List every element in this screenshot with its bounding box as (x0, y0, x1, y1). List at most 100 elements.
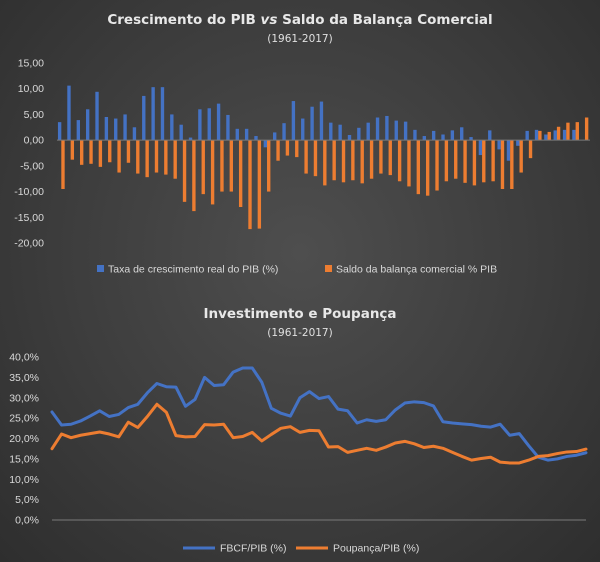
bar-pib-growth (95, 91, 99, 141)
bar-trade-balance (463, 140, 467, 183)
y-tick-label: 40,0% (9, 352, 39, 364)
bar-trade-balance (397, 140, 402, 182)
legend-growth-swatch (97, 265, 104, 272)
bar-trade-balance (285, 140, 290, 156)
bar-trade-balance (108, 140, 112, 163)
y-tick-label: 15,00 (18, 58, 44, 70)
bar-trade-balance (276, 140, 280, 161)
bar-trade-balance (472, 140, 477, 186)
bar-trade-balance (500, 140, 505, 189)
y-tick-label: 20,0% (9, 433, 39, 445)
bar-pib-growth (460, 127, 464, 141)
bar-pib-growth (497, 140, 501, 150)
bar-pib-growth (235, 128, 239, 141)
bar-pib-growth (151, 87, 155, 141)
bar-trade-balance (556, 126, 561, 141)
bar-pib-growth (85, 109, 90, 141)
y-tick-label: 10,00 (18, 83, 44, 95)
bar-trade-balance (173, 140, 177, 179)
bar-pib-growth (375, 117, 380, 141)
legend-trade-label: Saldo da balança comercial % PIB (336, 264, 497, 276)
bar-trade-balance (369, 140, 374, 179)
bar-pib-growth (347, 135, 352, 141)
bar-pib-growth (562, 129, 567, 141)
bar-pib-growth (385, 115, 389, 141)
chart1-subtitle: (1961-2017) (267, 33, 332, 45)
y-tick-label: 5,00 (24, 109, 45, 121)
bar-trade-balance (444, 140, 449, 182)
bar-pib-growth (516, 140, 520, 146)
bar-trade-balance (136, 140, 140, 174)
bar-pib-growth (431, 130, 436, 141)
y-tick-label: -10,00 (14, 186, 44, 198)
bar-trade-balance (482, 140, 486, 183)
bar-pib-growth (553, 130, 557, 141)
bar-pib-growth (263, 140, 268, 148)
bar-pib-growth (216, 103, 221, 141)
bar-pib-growth (450, 130, 455, 141)
y-tick-label: -5,00 (20, 160, 44, 172)
bar-pib-growth (506, 140, 511, 161)
bar-trade-balance (117, 140, 121, 173)
legend-poupanca-label: Poupança/PIB (%) (333, 543, 419, 555)
bar-pib-growth (104, 117, 109, 141)
bar-pib-growth (244, 128, 249, 141)
chart2-title: Investimento e Poupança (203, 306, 396, 322)
bar-pib-growth (488, 130, 492, 141)
bar-pib-growth (132, 127, 137, 141)
bar-trade-balance (70, 140, 75, 160)
bar-pib-growth (57, 122, 62, 141)
legend-trade-swatch (325, 265, 332, 272)
y-tick-label: -20,00 (14, 238, 44, 250)
bar-pib-growth (413, 129, 417, 141)
y-tick-label: 0,0% (15, 515, 39, 527)
bar-trade-balance (547, 131, 551, 141)
bar-trade-balance (80, 140, 84, 165)
y-tick-label: 15,0% (9, 453, 39, 465)
bar-trade-balance (229, 140, 233, 192)
bar-trade-balance (425, 140, 430, 196)
bar-pib-growth (67, 85, 71, 141)
y-tick-label: 0,00 (24, 135, 45, 147)
bar-pib-growth (329, 122, 333, 141)
bar-trade-balance (323, 140, 327, 186)
bar-pib-growth (572, 129, 576, 141)
legend-fbcf-label: FBCF/PIB (%) (220, 543, 287, 555)
bar-trade-balance (510, 140, 514, 189)
bar-pib-growth (170, 114, 174, 141)
bar-pib-growth (114, 118, 118, 141)
bar-trade-balance (519, 140, 523, 173)
bar-trade-balance (416, 140, 420, 195)
bar-trade-balance (154, 140, 159, 173)
bar-pib-growth (179, 124, 183, 141)
bar-trade-balance (407, 140, 411, 187)
bar-trade-balance (351, 140, 355, 181)
bar-pib-growth (254, 136, 258, 141)
y-tick-label: 35,0% (9, 372, 39, 384)
bar-pib-growth (226, 114, 230, 141)
legend-growth-label: Taxa de crescimento real do PIB (%) (108, 264, 278, 276)
bar-trade-balance (575, 122, 579, 141)
bar-pib-growth (123, 114, 127, 141)
bar-trade-balance (313, 140, 318, 177)
bar-trade-balance (257, 140, 262, 229)
y-tick-label: 25,0% (9, 413, 39, 425)
bar-trade-balance (89, 140, 93, 164)
line-poupanca (50, 402, 588, 465)
bar-pib-growth (403, 121, 408, 141)
bar-pib-growth (441, 134, 445, 141)
bar-trade-balance (98, 140, 103, 167)
bar-trade-balance (182, 140, 187, 202)
bar-trade-balance (435, 140, 439, 191)
bar-pib-growth (394, 120, 398, 141)
bar-trade-balance (379, 140, 383, 174)
bar-trade-balance (61, 140, 65, 189)
bar-trade-balance (360, 140, 364, 184)
bar-trade-balance (238, 140, 243, 207)
bar-pib-growth (207, 108, 211, 141)
bar-pib-growth (273, 132, 277, 141)
bar-pib-growth (534, 129, 539, 141)
bar-pib-growth (357, 127, 361, 141)
bar-pib-growth (188, 137, 193, 141)
bar-trade-balance (528, 140, 533, 159)
